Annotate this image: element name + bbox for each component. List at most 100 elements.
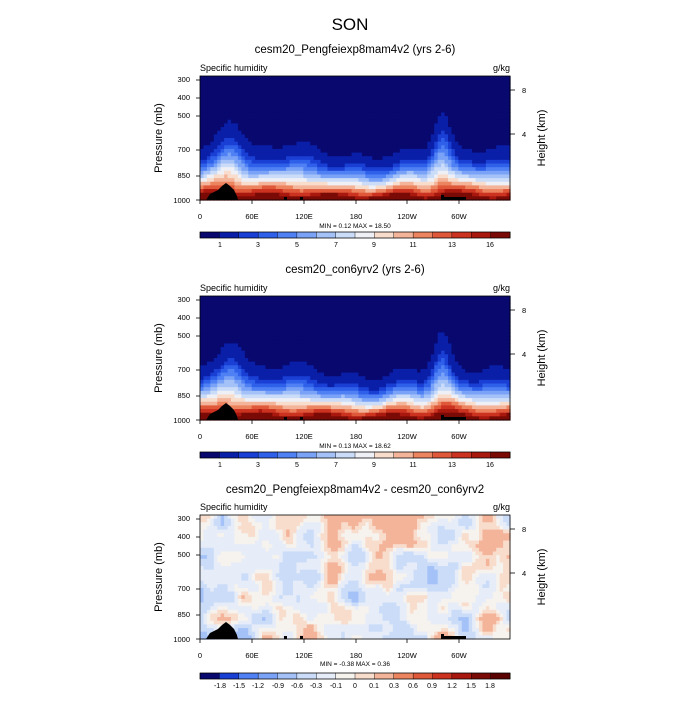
field-cell bbox=[393, 105, 397, 109]
field-cell bbox=[355, 105, 359, 109]
field-cell bbox=[338, 94, 342, 98]
field-cell bbox=[331, 189, 335, 193]
field-cell bbox=[496, 307, 500, 311]
field-cell bbox=[255, 358, 259, 362]
field-cell bbox=[334, 123, 338, 127]
field-cell bbox=[503, 347, 507, 351]
field-cell bbox=[458, 142, 462, 146]
field-cell bbox=[293, 174, 297, 178]
field-cell bbox=[238, 112, 242, 116]
field-cell bbox=[420, 98, 424, 102]
field-cell bbox=[496, 112, 500, 116]
field-cell bbox=[259, 351, 263, 355]
field-cell bbox=[417, 80, 421, 84]
field-cell bbox=[334, 167, 338, 171]
field-cell bbox=[248, 160, 252, 164]
field-cell bbox=[341, 131, 345, 135]
field-cell bbox=[362, 369, 366, 373]
field-cell bbox=[207, 322, 211, 326]
field-cell bbox=[362, 134, 366, 138]
field-cell bbox=[234, 340, 238, 344]
field-cell bbox=[479, 142, 483, 146]
field-cell bbox=[245, 142, 249, 146]
field-cell bbox=[317, 91, 321, 95]
field-cell bbox=[341, 347, 345, 351]
field-cell bbox=[307, 112, 311, 116]
field-cell bbox=[386, 325, 390, 329]
field-cell bbox=[438, 123, 442, 127]
field-cell bbox=[200, 87, 204, 91]
field-cell bbox=[358, 167, 362, 171]
field-cell bbox=[369, 300, 373, 304]
field-cell bbox=[455, 340, 459, 344]
field-cell bbox=[376, 127, 380, 131]
field-cell bbox=[224, 347, 228, 351]
field-cell bbox=[265, 332, 269, 336]
field-cell bbox=[248, 329, 252, 333]
field-cell bbox=[296, 87, 300, 91]
field-cell bbox=[345, 134, 349, 138]
field-cell bbox=[228, 336, 232, 340]
field-cell bbox=[200, 296, 204, 300]
field-cell bbox=[203, 91, 207, 95]
field-cell bbox=[493, 189, 497, 193]
field-cell bbox=[207, 185, 211, 189]
field-cell bbox=[389, 343, 393, 347]
field-cell bbox=[417, 167, 421, 171]
field-cell bbox=[290, 145, 294, 149]
field-cell bbox=[417, 164, 421, 168]
field-cell bbox=[348, 307, 352, 311]
field-cell bbox=[214, 76, 218, 80]
field-cell bbox=[441, 314, 445, 318]
field-cell bbox=[234, 329, 238, 333]
field-cell bbox=[396, 116, 400, 120]
field-cell bbox=[203, 138, 207, 142]
panel-1-colorbar-label: 3 bbox=[256, 242, 260, 249]
field-cell bbox=[248, 185, 252, 189]
colorbar-swatch bbox=[239, 232, 259, 238]
field-cell bbox=[472, 178, 476, 182]
field-cell bbox=[241, 167, 245, 171]
field-cell bbox=[307, 142, 311, 146]
field-cell bbox=[259, 189, 263, 193]
field-cell bbox=[465, 153, 469, 157]
field-cell bbox=[427, 347, 431, 351]
field-cell bbox=[362, 185, 366, 189]
field-cell bbox=[338, 303, 342, 307]
field-cell bbox=[500, 296, 504, 300]
field-cell bbox=[234, 138, 238, 142]
field-cell bbox=[303, 296, 307, 300]
field-cell bbox=[324, 369, 328, 373]
field-cell bbox=[217, 94, 221, 98]
field-cell bbox=[217, 296, 221, 300]
field-cell bbox=[286, 340, 290, 344]
field-cell bbox=[431, 358, 435, 362]
field-cell bbox=[493, 138, 497, 142]
field-cell bbox=[427, 174, 431, 178]
field-cell bbox=[338, 365, 342, 369]
field-cell bbox=[300, 351, 304, 355]
field-cell bbox=[438, 138, 442, 142]
field-cell bbox=[493, 109, 497, 113]
field-cell bbox=[238, 98, 242, 102]
field-cell bbox=[259, 105, 263, 109]
field-cell bbox=[210, 127, 214, 131]
field-cell bbox=[476, 102, 480, 106]
field-cell bbox=[269, 189, 273, 193]
field-cell bbox=[300, 314, 304, 318]
field-cell bbox=[489, 131, 493, 135]
field-cell bbox=[455, 347, 459, 351]
field-cell bbox=[469, 87, 473, 91]
field-cell bbox=[407, 343, 411, 347]
field-cell bbox=[255, 80, 259, 84]
field-cell bbox=[303, 185, 307, 189]
field-cell bbox=[338, 131, 342, 135]
field-cell bbox=[472, 98, 476, 102]
field-cell bbox=[355, 307, 359, 311]
field-cell bbox=[489, 167, 493, 171]
field-cell bbox=[269, 318, 273, 322]
field-cell bbox=[465, 105, 469, 109]
field-cell bbox=[355, 164, 359, 168]
field-cell bbox=[400, 329, 404, 333]
field-cell bbox=[334, 369, 338, 373]
